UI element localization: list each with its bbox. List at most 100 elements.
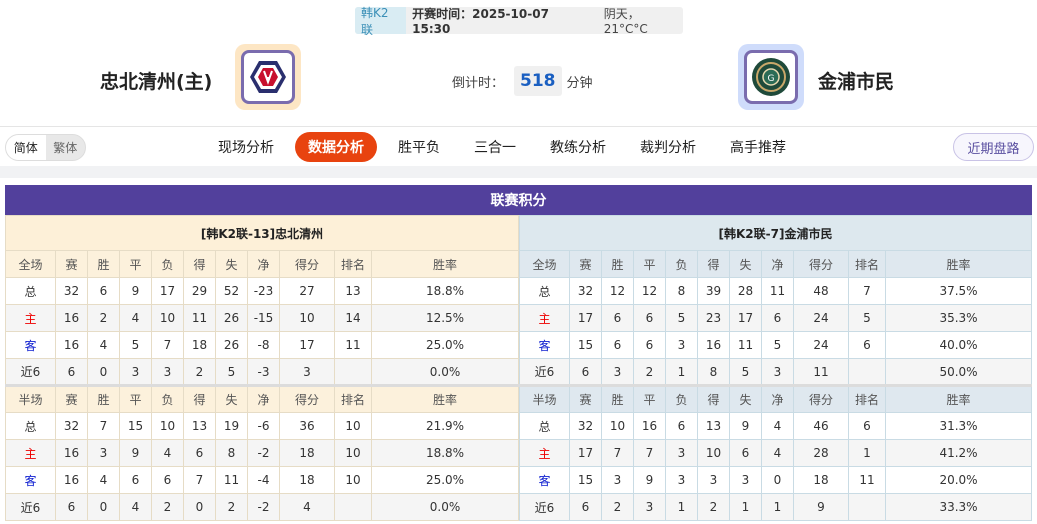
table-cell: 3 — [279, 358, 335, 386]
tab-coach-analysis[interactable]: 教练分析 — [550, 140, 606, 156]
table-cell: 18 — [279, 439, 335, 467]
column-header: 赛 — [569, 384, 602, 413]
table-cell: 16 — [55, 466, 88, 494]
column-header: 得分 — [279, 250, 335, 278]
table-cell: 17 — [729, 304, 762, 332]
table-cell: 10 — [334, 412, 372, 440]
column-header: 负 — [665, 384, 698, 413]
column-header: 得分 — [279, 384, 335, 413]
section-label: 全场 — [519, 250, 570, 278]
column-header: 得分 — [793, 250, 849, 278]
table-cell: 1 — [761, 493, 794, 521]
simplified-chinese-option[interactable]: 简体 — [6, 135, 46, 160]
home-team-name[interactable]: 忠北清州(主) — [100, 71, 213, 93]
table-cell: 1 — [729, 493, 762, 521]
table-cell: 2 — [633, 358, 666, 386]
traditional-chinese-option[interactable]: 繁体 — [53, 141, 78, 155]
table-cell: 5 — [119, 331, 152, 359]
table-row: 近6 6 3 2 1 8 5 3 11 50.0% — [519, 358, 1032, 386]
table-cell: 11 — [215, 466, 248, 494]
table-cell: 27 — [279, 277, 335, 305]
table-row: 总 32 6 9 17 29 52 -23 27 13 18.8% — [5, 277, 519, 305]
away-team-name[interactable]: 金浦市民 — [818, 71, 895, 93]
table-cell: 16 — [697, 331, 730, 359]
table-cell: 10 — [151, 412, 184, 440]
table-row: 主 17 7 7 3 10 6 4 28 1 41.2% — [519, 439, 1032, 467]
table-cell: 32 — [55, 277, 88, 305]
column-header: 平 — [119, 384, 152, 413]
column-header: 胜率 — [371, 250, 519, 278]
table-cell: 15 — [119, 412, 152, 440]
table-cell: 33.3% — [885, 493, 1032, 521]
tab-referee-analysis[interactable]: 裁判分析 — [640, 140, 696, 156]
table-cell: 11 — [183, 304, 216, 332]
table-cell: 13 — [334, 277, 372, 305]
recent-odds-button[interactable]: 近期盘路 — [953, 133, 1034, 161]
table-cell: 37.5% — [885, 277, 1032, 305]
match-info-bar: 韩K2联 开赛时间：2025-10-07 15:30 阴天，21°C°C — [355, 6, 683, 37]
table-cell: 0.0% — [371, 493, 519, 521]
kickoff-time: 开赛时间：2025-10-07 15:30 — [412, 7, 549, 36]
tab-win-draw-loss[interactable]: 胜平负 — [398, 140, 440, 156]
table-cell: 3 — [119, 358, 152, 386]
table-cell: 0 — [183, 493, 216, 521]
column-header: 平 — [119, 250, 152, 278]
away-team-logo[interactable]: G — [738, 44, 804, 110]
table-cell: 8 — [215, 439, 248, 467]
standings-title: 联赛积分 — [5, 185, 1032, 215]
table-cell: 9 — [793, 493, 849, 521]
table-cell: 4 — [87, 466, 120, 494]
row-label: 近6 — [519, 493, 570, 521]
table-cell: 46 — [793, 412, 849, 440]
tab-live-analysis[interactable]: 现场分析 — [218, 140, 274, 156]
table-cell: 7 — [601, 439, 634, 467]
table-row: 近6 6 0 4 2 0 2 -2 4 0.0% — [5, 493, 519, 521]
table-cell: 28 — [729, 277, 762, 305]
table-cell: 25.0% — [371, 331, 519, 359]
tab-data-analysis[interactable]: 数据分析 — [295, 132, 377, 162]
table-cell: 6 — [55, 358, 88, 386]
table-cell: 2 — [183, 358, 216, 386]
table-cell: 3 — [665, 439, 698, 467]
language-toggle[interactable]: 简体 繁体 — [5, 134, 86, 161]
row-label: 主 — [519, 439, 570, 467]
table-cell: 16 — [55, 304, 88, 332]
away-standings-table: [韩K2联-7]金浦市民 全场赛胜平负得失净得分 排名 胜率总 32 12 12 8 39 28 1… — [519, 215, 1032, 521]
table-cell: 1 — [665, 358, 698, 386]
column-header: 失 — [729, 384, 762, 413]
table-cell: 4 — [279, 493, 335, 521]
column-header: 得 — [697, 384, 730, 413]
column-header: 负 — [151, 250, 184, 278]
table-cell: 32 — [569, 277, 602, 305]
table-cell: 3 — [601, 466, 634, 494]
row-label: 主 — [519, 304, 570, 332]
column-header: 胜率 — [885, 250, 1032, 278]
table-cell: 31.3% — [885, 412, 1032, 440]
table-cell: 3 — [665, 331, 698, 359]
table-cell: 3 — [151, 358, 184, 386]
table-cell: 5 — [761, 331, 794, 359]
table-cell: 3 — [761, 358, 794, 386]
column-header: 平 — [633, 384, 666, 413]
table-cell: 5 — [665, 304, 698, 332]
column-header: 胜 — [601, 384, 634, 413]
table-cell: 29 — [183, 277, 216, 305]
table-cell: 26 — [215, 304, 248, 332]
column-header: 胜 — [87, 250, 120, 278]
table-cell: 41.2% — [885, 439, 1032, 467]
column-header: 赛 — [55, 250, 88, 278]
home-team-logo[interactable] — [235, 44, 301, 110]
table-cell: 0 — [87, 358, 120, 386]
table-cell: 13 — [183, 412, 216, 440]
league-badge[interactable]: 韩K2联 — [355, 6, 407, 37]
column-header: 赛 — [569, 250, 602, 278]
column-header: 得 — [183, 384, 216, 413]
table-cell: 10 — [601, 412, 634, 440]
table-cell: 35.3% — [885, 304, 1032, 332]
table-cell: 3 — [601, 358, 634, 386]
tab-three-in-one[interactable]: 三合一 — [474, 140, 516, 156]
tab-expert-picks[interactable]: 高手推荐 — [730, 140, 786, 156]
table-cell: 12 — [601, 277, 634, 305]
table-cell: 20.0% — [885, 466, 1032, 494]
section-label: 半场 — [519, 384, 570, 413]
